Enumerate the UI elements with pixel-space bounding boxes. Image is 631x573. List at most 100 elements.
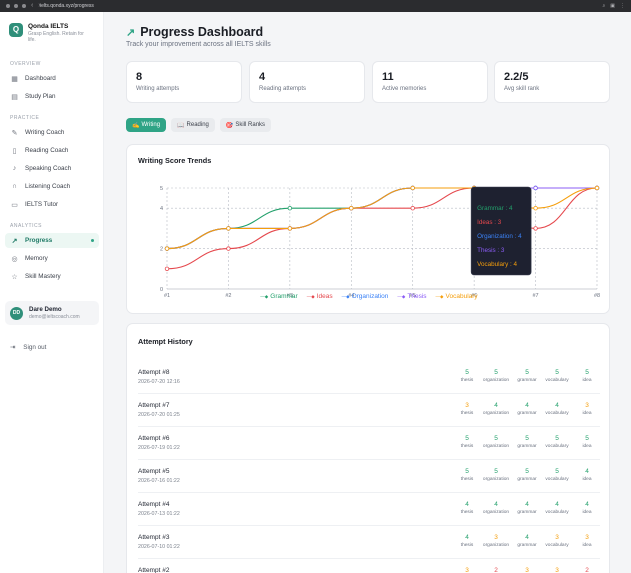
sidebar-item-skill-mastery[interactable]: ☆ Skill Mastery xyxy=(5,269,99,284)
tooltip-line: Thesis : 3 xyxy=(477,247,505,254)
data-point-vocabulary xyxy=(349,206,354,211)
score-label: vocabulary xyxy=(545,510,569,515)
score-value: 3 xyxy=(525,567,529,573)
brand-tagline: Grasp English. Retain for life. xyxy=(28,31,84,43)
tooltip-line: Organization : 4 xyxy=(477,233,522,240)
legend-item-thesis[interactable]: —◆ Thesis xyxy=(397,293,426,300)
sidebar-item-dashboard[interactable]: ▦ Dashboard xyxy=(5,71,99,86)
score-value: 5 xyxy=(585,369,589,376)
address-bar[interactable]: ielts.qonda.xyz/progress xyxy=(40,3,94,9)
score-value: 5 xyxy=(585,435,589,442)
window-controls[interactable] xyxy=(6,4,26,8)
sidebar-item-ielts-tutor[interactable]: ▭ IELTS Tutor xyxy=(5,197,99,212)
score-label: idea xyxy=(582,477,592,482)
maximize-window-dot[interactable] xyxy=(22,4,26,8)
score-label: organization xyxy=(482,477,510,482)
score-idea: 4 idea xyxy=(572,501,602,515)
stat-value: 4 xyxy=(259,71,266,83)
minimize-window-dot[interactable] xyxy=(14,4,18,8)
attempt-row[interactable]: Attempt #7 2026-07-20 01:25 3 thesis 4 organi… xyxy=(138,395,600,427)
legend-item-organization[interactable]: —◆ Organization xyxy=(342,293,389,300)
tab-skill-ranks[interactable]: 🎯 Skill Ranks xyxy=(219,118,272,132)
attempt-row[interactable]: Attempt #4 2026-07-13 01:22 4 thesis 4 organi… xyxy=(138,494,600,526)
score-value: 5 xyxy=(555,435,559,442)
attempt-date: 2026-07-10 01:22 xyxy=(138,544,180,550)
x-tick-label: #1 xyxy=(164,293,170,299)
tab-bar: ✍ Writing 📖 Reading 🎯 Skill Ranks xyxy=(126,118,272,132)
score-value: 3 xyxy=(555,534,559,541)
score-value: 5 xyxy=(494,468,498,475)
score-label: vocabulary xyxy=(545,543,569,548)
x-tick-label: #6 xyxy=(471,293,477,299)
stat-card-skill-rank: 2.2/5 Avg skill rank xyxy=(494,61,610,103)
attempt-row[interactable]: Attempt #22026-07-08 01:223thesis2organi… xyxy=(138,560,600,573)
score-thesis: 5 thesis xyxy=(452,435,482,449)
menu-icon[interactable]: ⋮ xyxy=(620,3,625,9)
writing-score-chart[interactable]: 0 2 4 5 #1 #2 #3 #4 #5 #6 #7 #8 Grammar : 4 Ideas : 3… xyxy=(127,165,609,315)
score-grammar: 3grammar xyxy=(512,567,542,573)
open-book-icon: ▯ xyxy=(12,147,17,155)
back-icon[interactable]: ‹ xyxy=(31,2,34,9)
score-vocabulary: 3 vocabulary xyxy=(542,534,572,548)
active-indicator xyxy=(91,239,94,242)
close-window-dot[interactable] xyxy=(6,4,10,8)
score-label: idea xyxy=(582,411,592,416)
score-label: grammar xyxy=(517,411,537,416)
attempt-row[interactable]: Attempt #3 2026-07-10 01:22 4 thesis 3 organi… xyxy=(138,527,600,559)
sidebar-item-progress[interactable]: ↗ Progress xyxy=(5,233,99,248)
main-content: ↗ Progress Dashboard Track your improvem… xyxy=(104,12,631,573)
section-practice: PRACTICE xyxy=(10,115,40,121)
score-value: 3 xyxy=(585,402,589,409)
legend-item-vocabulary[interactable]: —◆ Vocabulary xyxy=(436,293,478,300)
user-profile[interactable]: DD Dare Demo demo@ieltscoach.com xyxy=(5,301,99,325)
x-tick-label: #4 xyxy=(348,293,354,299)
star-icon: ☆ xyxy=(11,273,18,281)
series-line-organization xyxy=(166,187,597,250)
sidebar: Q Qonda IELTS Grasp English. Retain for … xyxy=(0,12,104,573)
sidebar-item-reading-coach[interactable]: ▯ Reading Coach xyxy=(5,143,99,158)
score-organization: 5 organization xyxy=(481,468,511,482)
data-point-ideas xyxy=(410,206,415,211)
score-value: 5 xyxy=(465,468,469,475)
legend-label: Vocabulary xyxy=(445,293,478,300)
score-label: idea xyxy=(582,543,592,548)
sidebar-item-listening-coach[interactable]: ∩ Listening Coach xyxy=(5,179,99,194)
tab-label: Skill Ranks xyxy=(235,122,266,128)
tab-reading[interactable]: 📖 Reading xyxy=(171,118,215,132)
brand[interactable]: Q Qonda IELTS Grasp English. Retain for … xyxy=(9,23,90,43)
chart-title: Writing Score Trends xyxy=(138,156,212,165)
signout-button[interactable]: ⇥ Sign out xyxy=(10,344,46,351)
stat-value: 11 xyxy=(382,71,394,83)
score-label: organization xyxy=(482,444,510,449)
extensions-icon[interactable]: ▣ xyxy=(610,3,615,9)
attempt-row[interactable]: Attempt #8 2026-07-20 12:16 5 thesis 5 organi… xyxy=(138,362,600,394)
forward-icon[interactable]: › xyxy=(38,2,41,9)
writing-trends-card: Writing Score Trends 0 2 4 5 #1 #2 #3 #4 #5 #6 #7 #… xyxy=(126,144,610,314)
score-label: grammar xyxy=(517,444,537,449)
sidebar-item-writing-coach[interactable]: ✎ Writing Coach xyxy=(5,125,99,140)
legend-item-ideas[interactable]: —◆ Ideas xyxy=(307,293,333,300)
score-value: 4 xyxy=(494,501,498,508)
sidebar-item-speaking-coach[interactable]: ♪ Speaking Coach xyxy=(5,161,99,176)
trend-icon: ↗ xyxy=(11,237,18,245)
score-label: idea xyxy=(582,378,592,383)
sidebar-item-study-plan[interactable]: ▤ Study Plan xyxy=(5,89,99,104)
score-organization: 3 organization xyxy=(481,534,511,548)
score-label: idea xyxy=(582,444,592,449)
zoom-icon[interactable]: ⌕ xyxy=(602,3,606,9)
data-point-vocabulary xyxy=(594,185,600,191)
book-icon: ▤ xyxy=(11,93,18,101)
legend-item-grammar[interactable]: —◆ Grammar xyxy=(260,293,297,300)
stat-card-memories: 11 Active memories xyxy=(372,61,488,103)
attempt-row[interactable]: Attempt #6 2026-07-19 01:22 5 thesis 5 organi… xyxy=(138,428,600,460)
x-tick-label: #8 xyxy=(594,293,600,299)
score-value: 5 xyxy=(525,468,529,475)
attempt-name: Attempt #4 xyxy=(138,501,170,508)
tab-writing[interactable]: ✍ Writing xyxy=(126,118,167,132)
sidebar-item-memory[interactable]: ◎ Memory xyxy=(5,251,99,266)
reading-tab-icon: 📖 xyxy=(177,122,185,129)
stat-label: Avg skill rank xyxy=(504,86,540,92)
score-thesis: 5 thesis xyxy=(452,369,482,383)
attempt-row[interactable]: Attempt #5 2026-07-16 01:22 5 thesis 5 organi… xyxy=(138,461,600,493)
